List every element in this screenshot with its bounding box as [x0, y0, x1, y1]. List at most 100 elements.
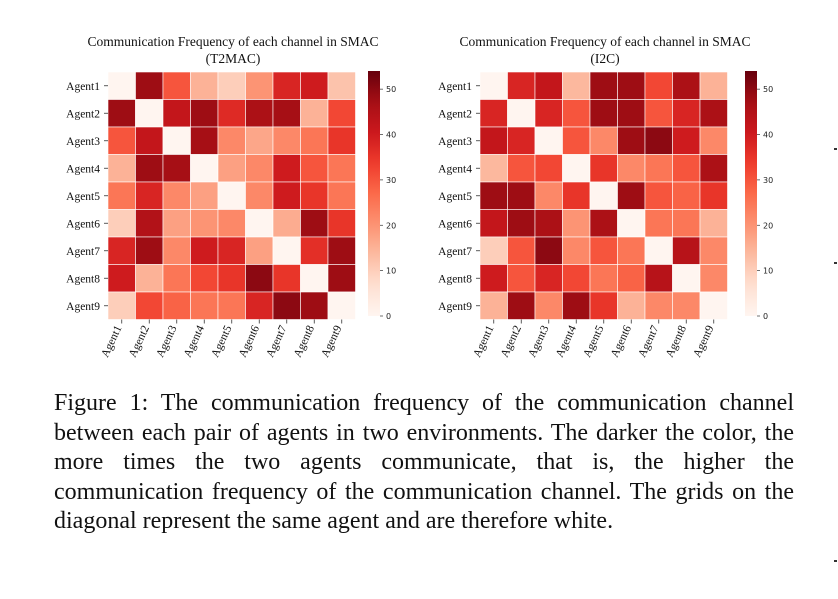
- heatmap-cell: [327, 126, 356, 155]
- column-label: Agent5: [209, 323, 234, 359]
- row-label: Agent5: [66, 191, 100, 203]
- heatmap-cell: [479, 209, 508, 238]
- heatmap-cell: [217, 71, 246, 100]
- heatmap-cell: [300, 264, 329, 293]
- heatmap-cell: [589, 181, 618, 210]
- row-label: Agent4: [66, 163, 100, 175]
- heatmap-cell: [672, 264, 701, 293]
- colorbar-tick-label: 40: [386, 131, 396, 140]
- heatmap-cell: [300, 126, 329, 155]
- column-label: Agent3: [526, 323, 551, 359]
- heatmap-cell: [107, 209, 136, 238]
- heatmap-cell: [534, 236, 563, 265]
- colorbar-tick-label: 40: [763, 131, 773, 140]
- heatmap-cell: [479, 154, 508, 183]
- heatmap-cell: [107, 126, 136, 155]
- heatmap-cell: [272, 209, 301, 238]
- heatmap-cell: [617, 99, 646, 128]
- heatmap-cell: [190, 209, 219, 238]
- heatmap-cell: [135, 154, 164, 183]
- heatmap-cell: [699, 126, 728, 155]
- heatmap-cell: [617, 126, 646, 155]
- heatmap-cell: [644, 264, 673, 293]
- heatmap-cell: [644, 154, 673, 183]
- heatmap-cell: [327, 71, 356, 100]
- heatmap-cell: [507, 291, 536, 320]
- row-label: Agent3: [438, 136, 472, 148]
- heatmap-cell: [589, 209, 618, 238]
- heatmap-cell: [672, 126, 701, 155]
- heatmap-i2c: Agent1Agent2Agent3Agent4Agent5Agent6Agen…: [438, 71, 773, 359]
- colorbar-tick-label: 50: [763, 85, 773, 94]
- heatmap-cell: [300, 154, 329, 183]
- heatmap-cell: [162, 126, 191, 155]
- heatmap-cell: [479, 99, 508, 128]
- heatmap-cell: [327, 236, 356, 265]
- heatmap-cell: [534, 264, 563, 293]
- heatmap-cell: [107, 99, 136, 128]
- heatmap-cell: [272, 99, 301, 128]
- row-label: Agent8: [66, 273, 100, 285]
- heatmap-cell: [327, 209, 356, 238]
- heatmap-cell: [507, 209, 536, 238]
- heatmap-cell: [617, 71, 646, 100]
- heatmap-cell: [699, 291, 728, 320]
- heatmap-cell: [135, 264, 164, 293]
- heatmap-cell: [272, 126, 301, 155]
- heatmap-cell: [589, 291, 618, 320]
- heatmap-cell: [135, 126, 164, 155]
- heatmap-cell: [507, 154, 536, 183]
- heatmap-cell: [217, 264, 246, 293]
- heatmap-cell: [217, 154, 246, 183]
- heatmap-cell: [589, 264, 618, 293]
- heatmap-cell: [162, 264, 191, 293]
- row-label: Agent3: [66, 136, 100, 148]
- heatmap-cell: [699, 71, 728, 100]
- heatmap-cell: [617, 291, 646, 320]
- heatmap-cell: [135, 181, 164, 210]
- heatmap-cell: [699, 154, 728, 183]
- heatmap-cell: [272, 236, 301, 265]
- heatmap-cell: [507, 181, 536, 210]
- column-label: Agent6: [237, 323, 262, 359]
- heatmap-cell: [562, 126, 591, 155]
- heatmap-cell: [162, 154, 191, 183]
- heatmap-cell: [699, 264, 728, 293]
- right-chart-title-line2: (I2C): [590, 51, 620, 66]
- column-label: Agent9: [319, 323, 344, 359]
- heatmap-cell: [479, 291, 508, 320]
- heatmap-cell: [534, 99, 563, 128]
- colorbar-tick-label: 50: [386, 85, 396, 94]
- heatmap-cell: [217, 126, 246, 155]
- heatmap-cell: [300, 71, 329, 100]
- column-label: Agent6: [609, 323, 634, 359]
- heatmap-cell: [272, 154, 301, 183]
- heatmap-cell: [479, 71, 508, 100]
- heatmap-cell: [589, 99, 618, 128]
- heatmap-cell: [107, 236, 136, 265]
- heatmap-cell: [272, 71, 301, 100]
- column-label: Agent8: [292, 323, 317, 359]
- heatmap-cell: [162, 236, 191, 265]
- heatmap-cell: [245, 291, 274, 320]
- colorbar: [368, 71, 380, 316]
- colorbar-tick-label: 10: [763, 267, 773, 276]
- heatmap-cell: [107, 264, 136, 293]
- heatmap-cell: [507, 236, 536, 265]
- edge-mark: [834, 262, 837, 264]
- heatmap-cell: [589, 236, 618, 265]
- heatmap-cell: [672, 71, 701, 100]
- heatmap-cell: [534, 154, 563, 183]
- colorbar-tick-label: 10: [386, 267, 396, 276]
- heatmap-cell: [135, 209, 164, 238]
- edge-mark: [834, 560, 837, 562]
- row-label: Agent5: [438, 191, 472, 203]
- heatmap-cell: [135, 71, 164, 100]
- heatmap-cell: [589, 71, 618, 100]
- column-label: Agent1: [471, 323, 496, 359]
- heatmap-cell: [327, 181, 356, 210]
- edge-mark: [834, 148, 837, 150]
- heatmap-cell: [617, 209, 646, 238]
- heatmap-cell: [327, 99, 356, 128]
- heatmap-cell: [107, 154, 136, 183]
